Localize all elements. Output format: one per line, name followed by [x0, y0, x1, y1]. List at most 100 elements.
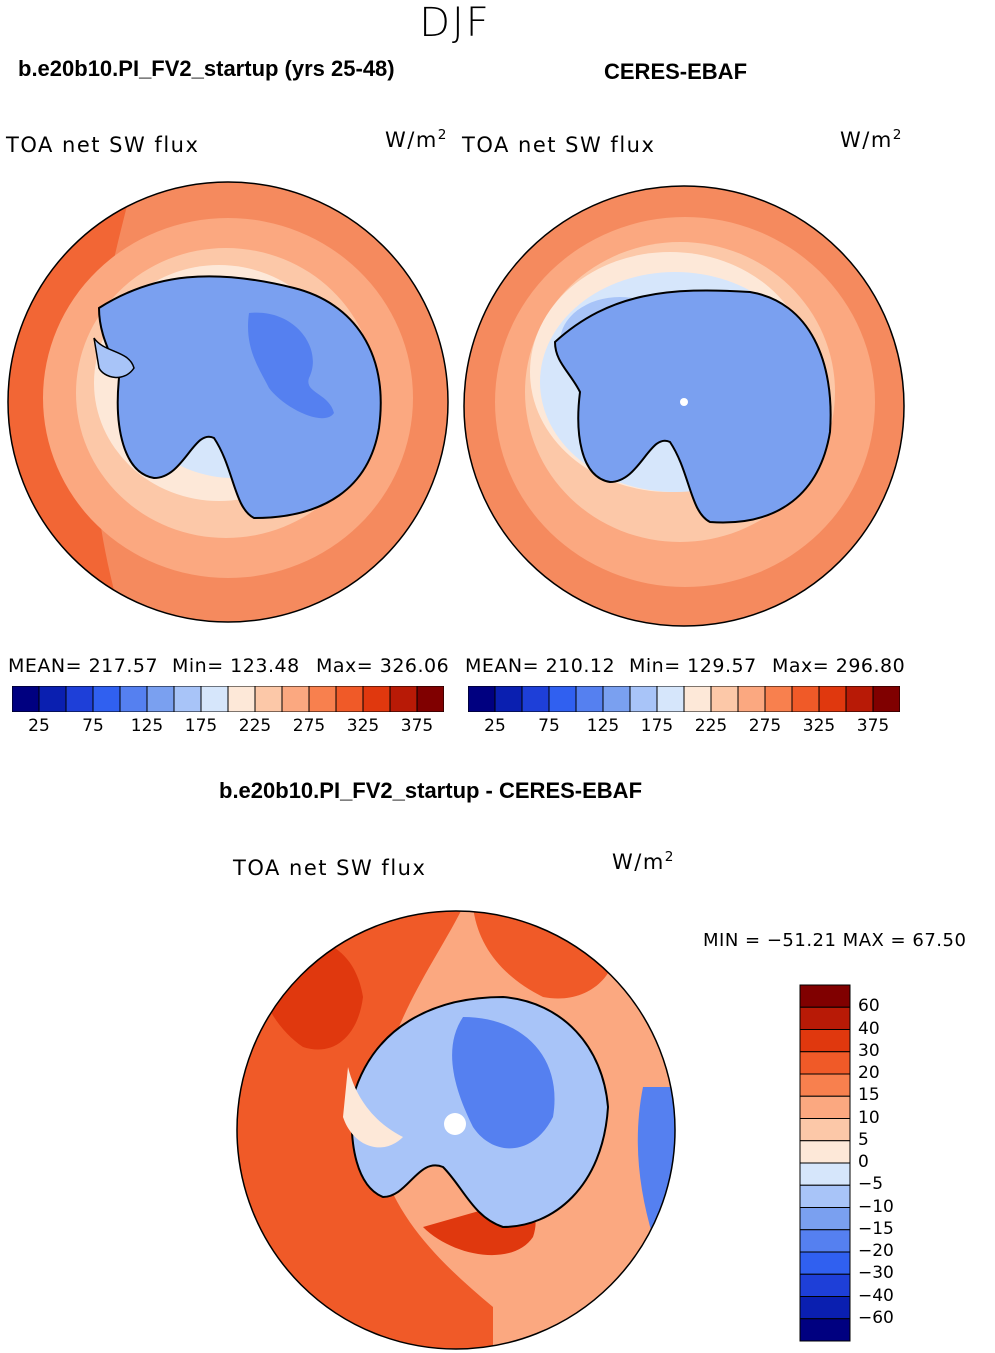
colorbar-box	[200, 686, 229, 712]
colorbar-box	[799, 1006, 851, 1030]
colorbar-box	[799, 984, 851, 1008]
colorbar-tick-label: 375	[400, 716, 434, 736]
peninsula-ice-shelf	[93, 337, 135, 379]
colorbar-box	[38, 686, 67, 712]
colorbar-box	[254, 686, 283, 712]
diff-minmax: MIN = −51.21 MAX = 67.50	[703, 930, 967, 951]
colorbar-tick-label: 0	[858, 1152, 869, 1172]
colorbar-box	[799, 1118, 851, 1142]
colorbar-box	[521, 686, 550, 712]
colorbar-tick-label: 20	[858, 1063, 880, 1083]
colorbar-box	[799, 1296, 851, 1320]
colorbar-tick-label: 125	[586, 716, 620, 736]
colorbar-box	[799, 1273, 851, 1297]
left-min: Min= 123.48	[172, 655, 300, 677]
left-max: Max= 326.06	[316, 655, 450, 677]
left-units-label: W/m2	[385, 127, 448, 152]
diff-variable-label: TOA net SW flux	[233, 856, 427, 880]
right-max: Max= 296.80	[772, 655, 906, 677]
colorbar-tick-label: 15	[858, 1085, 880, 1106]
colorbar-box	[173, 686, 202, 712]
colorbar-tick-label: 175	[640, 716, 674, 736]
colorbar-box	[12, 686, 40, 712]
colorbar-box	[494, 686, 523, 712]
colorbar-box	[737, 686, 766, 712]
colorbar-box	[92, 686, 121, 712]
colorbar-tick-label: 25	[484, 716, 506, 736]
colorbar-box	[416, 686, 444, 712]
colorbar-tick-label: 10	[858, 1107, 880, 1128]
colorbar-box	[65, 686, 94, 712]
difference-polar-map	[236, 910, 676, 1350]
colorbar-box	[308, 686, 337, 712]
colorbar-box	[119, 686, 148, 712]
left-mean: MEAN= 217.57	[8, 655, 159, 677]
colorbar-tick-label: −30	[858, 1263, 894, 1284]
diff-colorbar	[799, 984, 851, 1342]
colorbar-box	[335, 686, 364, 712]
colorbar-box	[227, 686, 256, 712]
colorbar-tick-label: 60	[858, 996, 880, 1017]
colorbar-tick-label: 75	[538, 716, 560, 736]
colorbar-box	[799, 1229, 851, 1253]
colorbar-box	[146, 686, 175, 712]
colorbar-box	[362, 686, 391, 712]
colorbar-tick-label: 75	[82, 716, 104, 736]
colorbar-tick-label: 375	[856, 716, 890, 736]
diff-colorbar-ticks: 60 40 30 20 15 10 5 0 −5 −10 −15 −20 −30 −40 −60	[858, 984, 918, 1344]
colorbar-tick-label: −40	[858, 1285, 894, 1306]
model-case-title: b.e20b10.PI_FV2_startup (yrs 25-48)	[18, 56, 395, 81]
right-units-label: W/m2	[840, 127, 903, 152]
colorbar-box	[818, 686, 847, 712]
pole-gap	[444, 1113, 466, 1135]
map-border	[7, 181, 449, 623]
colorbar-box	[683, 686, 712, 712]
colorbar-box	[799, 1184, 851, 1208]
colorbar-tick-label: −5	[858, 1174, 884, 1195]
colorbar-box	[799, 1251, 851, 1275]
colorbar-tick-label: −60	[858, 1307, 894, 1328]
colorbar-box	[799, 1140, 851, 1164]
plateau-low-region	[248, 312, 334, 419]
colorbar-box	[799, 1073, 851, 1097]
colorbar-tick-label: 40	[858, 1018, 880, 1039]
colorbar-box	[799, 1051, 851, 1075]
right-mean: MEAN= 210.12	[465, 655, 616, 677]
colorbar-box	[791, 686, 820, 712]
colorbar-box	[629, 686, 658, 712]
colorbar-tick-label: 325	[802, 716, 836, 736]
colorbar-box	[602, 686, 631, 712]
colorbar-box	[281, 686, 310, 712]
left-colorbar-ticks: 25 75 125 175 225 275 325 375	[12, 716, 444, 740]
colorbar-tick-label: 325	[346, 716, 380, 736]
colorbar-box	[656, 686, 685, 712]
colorbar-tick-label: 175	[184, 716, 218, 736]
season-title: DJF	[419, 0, 491, 46]
observation-case-title: CERES-EBAF	[604, 59, 748, 84]
colorbar-tick-label: 125	[130, 716, 164, 736]
colorbar-tick-label: 5	[858, 1129, 869, 1150]
antarctica-region	[97, 275, 382, 520]
left-colorbar	[12, 686, 444, 712]
colorbar-box	[799, 1095, 851, 1119]
colorbar-tick-label: 275	[748, 716, 782, 736]
left-variable-label: TOA net SW flux	[6, 133, 200, 157]
model-polar-map	[7, 181, 449, 623]
colorbar-tick-label: −10	[858, 1196, 894, 1217]
colorbar-tick-label: 25	[28, 716, 50, 736]
colorbar-tick-label: 30	[858, 1040, 880, 1061]
colorbar-tick-label: −15	[858, 1218, 894, 1239]
right-colorbar	[468, 686, 900, 712]
colorbar-box	[799, 1318, 851, 1342]
colorbar-box	[799, 1029, 851, 1053]
difference-title: b.e20b10.PI_FV2_startup - CERES-EBAF	[219, 778, 643, 803]
colorbar-tick-label: −20	[858, 1241, 894, 1261]
right-colorbar-ticks: 25 75 125 175 225 275 325 375	[468, 716, 900, 740]
observation-polar-map	[463, 185, 905, 627]
colorbar-box	[710, 686, 739, 712]
diff-units-label: W/m2	[612, 849, 675, 874]
colorbar-tick-label: 275	[292, 716, 326, 736]
colorbar-box	[764, 686, 793, 712]
colorbar-box	[575, 686, 604, 712]
right-min: Min= 129.57	[629, 655, 757, 677]
